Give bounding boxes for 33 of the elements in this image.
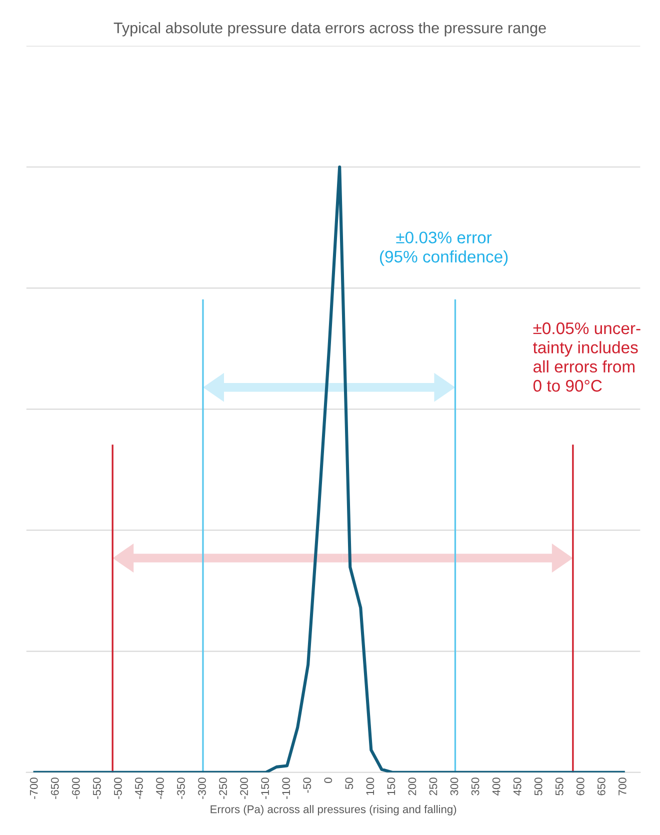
x-tick-label: -450 bbox=[135, 778, 143, 799]
x-tick-label: 450 bbox=[513, 778, 522, 796]
x-tick-label: -400 bbox=[156, 778, 164, 799]
x-tick-label: 400 bbox=[492, 778, 500, 796]
x-tick-label: -550 bbox=[92, 778, 101, 799]
x-tick-label: 150 bbox=[387, 778, 396, 795]
x-axis-title: Errors (Pa) across all pressures (rising and falling) bbox=[210, 805, 456, 816]
x-tick-label: 50 bbox=[345, 778, 354, 790]
x-tick-label: 550 bbox=[555, 778, 564, 796]
x-tick-label: -300 bbox=[198, 778, 206, 799]
x-tick-label: -700 bbox=[30, 778, 38, 799]
x-tick-label: 200 bbox=[408, 778, 416, 796]
annotation: ±0.05% uncer- tainty includes all errors from 0 to 90°C bbox=[533, 322, 640, 392]
annotation: ±0.03% error (95% confidence) bbox=[380, 232, 508, 266]
x-tick-label: -200 bbox=[240, 778, 248, 799]
x-tick-label: -500 bbox=[114, 778, 122, 799]
x-tick-label: 500 bbox=[534, 778, 542, 796]
x-tick-label: -350 bbox=[177, 778, 185, 799]
x-tick-label: -150 bbox=[261, 778, 270, 799]
x-tick-label: -50 bbox=[303, 778, 312, 793]
x-tick-label: 0 bbox=[324, 778, 332, 783]
x-tick-label: 250 bbox=[429, 778, 438, 796]
x-tick-label: -100 bbox=[282, 778, 290, 799]
chart-title: Typical absolute pressure data errors across the pressure range bbox=[114, 22, 546, 36]
x-tick-label: 300 bbox=[450, 778, 458, 796]
x-tick-label: -650 bbox=[50, 778, 59, 799]
x-tick-label: 350 bbox=[471, 778, 480, 796]
x-tick-label: 700 bbox=[618, 778, 626, 796]
x-tick-label: -250 bbox=[219, 778, 227, 799]
x-tick-label: 100 bbox=[366, 778, 374, 795]
x-tick-label: 650 bbox=[597, 778, 606, 796]
x-tick-label: 600 bbox=[576, 778, 584, 796]
x-tick-label: -600 bbox=[72, 778, 80, 799]
